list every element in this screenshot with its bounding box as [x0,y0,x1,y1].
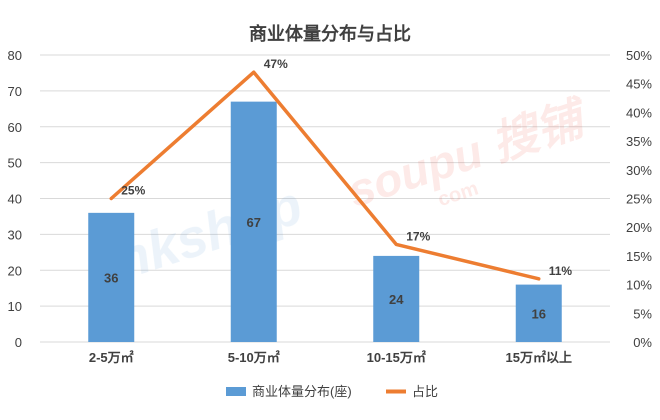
line-point [109,197,113,200]
line-series [109,70,541,281]
bar-data-label: 36 [104,270,118,285]
y-left-tick-label: 60 [8,120,22,135]
y-left-tick-label: 30 [8,227,22,242]
line-path [109,70,541,281]
y-right-tick-label: 15% [626,249,652,264]
line-data-label: 47% [264,57,288,71]
chart-title: 商业体量分布与占比 [249,23,411,44]
line-data-label: 25% [121,184,145,198]
legend-line-label: 占比 [412,384,438,399]
x-tick-label: 10-15万㎡ [367,350,426,365]
legend: 商业体量分布(座) 占比 [226,384,438,399]
bar [515,284,562,342]
x-tick-label: 5-10万㎡ [228,350,280,365]
line-data-label: 11% [549,264,573,278]
y-left-tick-label: 70 [8,84,22,99]
y-right-tick-label: 0% [633,335,652,350]
y-left-tick-label: 40 [8,192,22,207]
y-left-tick-label: 20 [8,263,22,278]
bar-data-labels: 36 67 24 16 [104,215,546,321]
line-data-labels: 25% 47% 17% 11% [121,57,572,278]
y-right-tick-label: 20% [626,220,652,235]
bar [230,101,277,342]
x-axis-ticks: 2-5万㎡ 5-10万㎡ 10-15万㎡ 15万㎡以上 [89,350,572,365]
x-tick-label: 2-5万㎡ [89,350,134,365]
line-point [537,277,541,281]
y-axis-right-ticks: 0% 5% 10% 15% 20% 25% 30% 35% 40% 45% 50% [626,48,652,350]
y-left-tick-label: 50 [8,156,22,171]
y-left-tick-label: 0 [15,335,22,350]
line-data-label: 17% [406,229,430,243]
bar [88,212,135,342]
bar-data-label: 24 [389,292,404,307]
bar [373,255,420,342]
bar-series [88,101,562,342]
y-right-tick-label: 5% [633,306,652,321]
legend-bar-swatch [226,387,246,396]
y-right-tick-label: 45% [626,77,652,92]
y-right-tick-label: 10% [626,278,652,293]
line-point [394,242,398,246]
gridlines [40,54,610,343]
y-left-tick-label: 10 [8,299,22,314]
y-right-tick-label: 50% [626,48,652,63]
line-point [252,70,256,74]
y-axis-left-ticks: 0 10 20 30 40 50 60 70 80 [8,48,22,350]
y-right-tick-label: 35% [626,134,652,149]
y-right-tick-label: 40% [626,105,652,120]
y-right-tick-label: 25% [626,192,652,207]
y-left-tick-label: 80 [8,48,22,63]
y-right-tick-label: 30% [626,163,652,178]
legend-bar-label: 商业体量分布(座) [252,384,352,399]
bar-data-label: 67 [247,215,261,230]
x-tick-label: 15万㎡以上 [506,350,572,365]
bar-data-label: 16 [532,306,546,321]
watermark: linkshop soupu 搜铺 com [80,90,596,300]
